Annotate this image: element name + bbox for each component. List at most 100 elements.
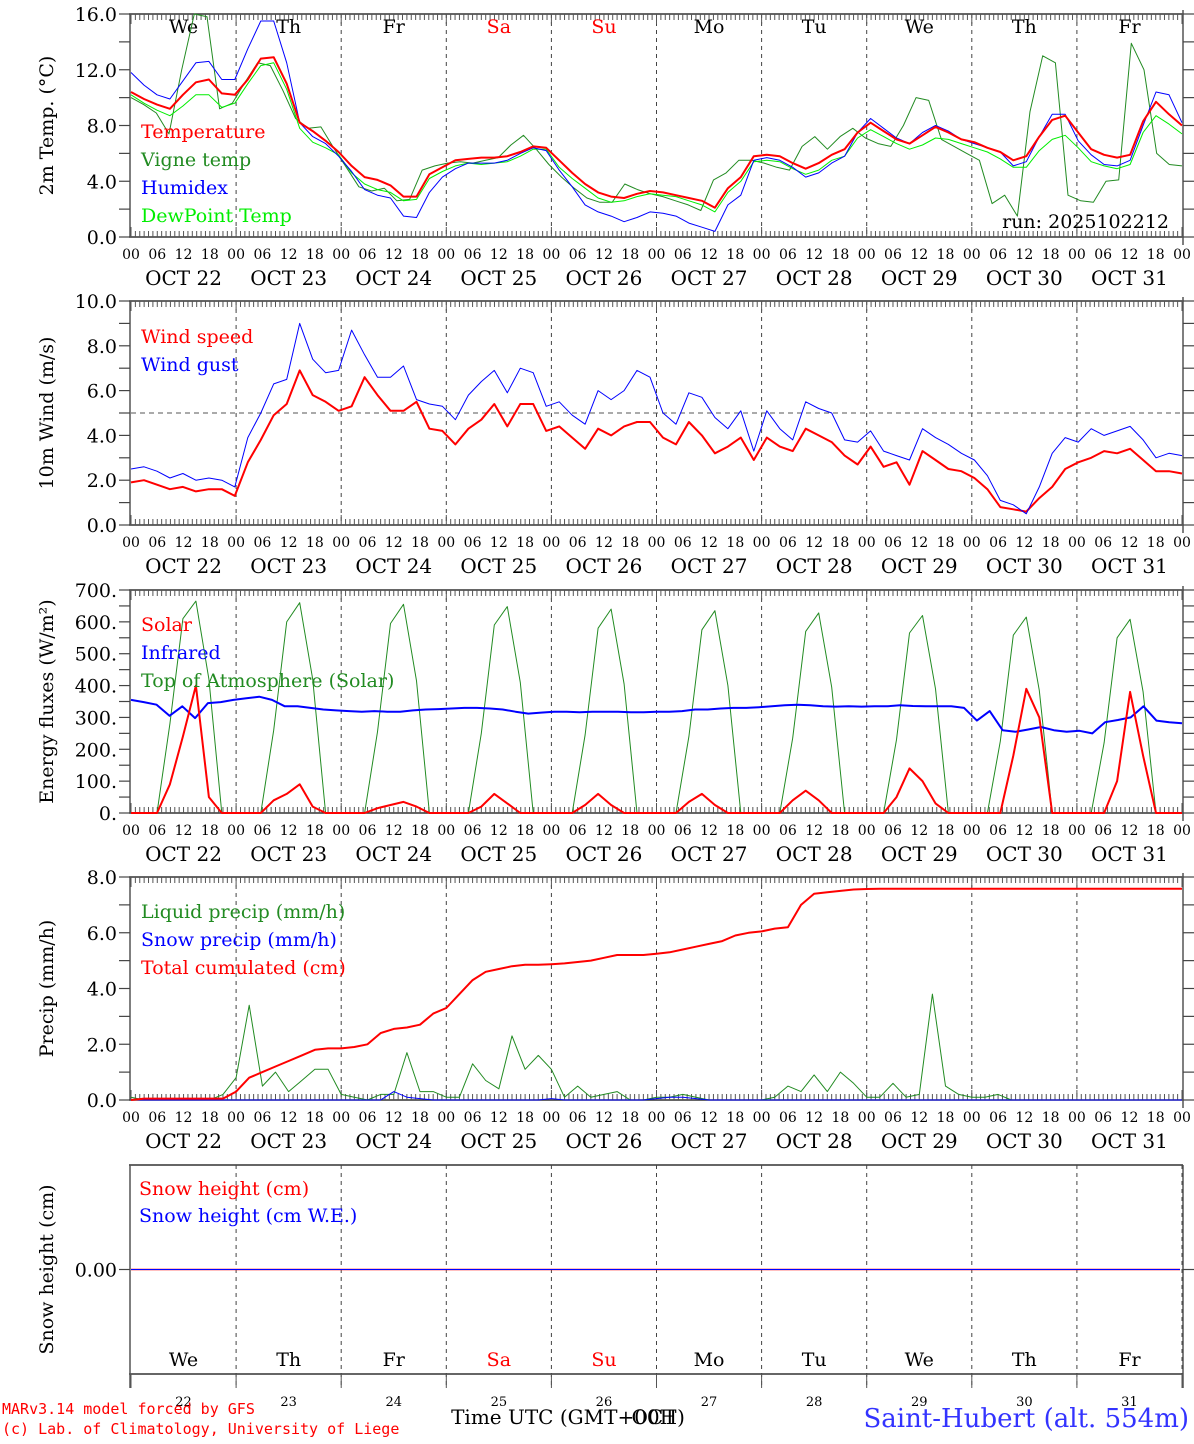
x-hour-tick-label: 00 [753,535,771,551]
y-tick-label: 8.0 [87,116,117,138]
x-hour-tick-label: 12 [595,1110,613,1126]
x-hour-tick-label: 00 [753,1110,771,1126]
y-tick-label: 600. [75,612,117,634]
panel-wind: 00 06 12 18 OCT 22 00 06 12 18 OCT 23 00 06 12 18 OCT … [36,291,1194,578]
x-hour-tick-label: 06 [989,823,1007,839]
y-tick-label: 8.0 [87,336,117,358]
x-date-label: OCT 25 [460,842,537,866]
day-label: Mo [694,1349,725,1371]
x-hour-tick-label: 00 [122,1110,140,1126]
day-label: Sa [487,1349,511,1371]
x-hour-tick-label: 12 [490,535,508,551]
x-hour-tick-label: 18 [726,823,744,839]
x-hour-tick-label: 00 [332,1110,350,1126]
x-date-label: OCT 25 [460,266,537,290]
x-hour-tick-label: 18 [411,823,429,839]
x-date-label: OCT 30 [986,554,1063,578]
x-hour-tick-label: 12 [1121,247,1139,263]
x-date-label: OCT 22 [145,1129,222,1153]
x-hour-tick-label: 18 [1147,247,1165,263]
y-tick-label: 300. [75,707,117,729]
series-line-wind-gust [130,322,1183,515]
x-hour-tick-label: 06 [148,1110,166,1126]
x-hour-tick-label: 00 [542,535,560,551]
day-label: Fr [383,1349,406,1371]
x-hour-tick-label: 00 [1068,247,1086,263]
x-hour-tick-label: 18 [411,535,429,551]
x-date-label: OCT 24 [355,1129,432,1153]
x-hour-tick-label: 00 [227,535,245,551]
x-hour-tick-label: 12 [910,247,928,263]
x-hour-tick-label: 00 [648,535,666,551]
x-hour-tick-label: 00 [542,247,560,263]
x-hour-tick-label: 06 [884,247,902,263]
x-hour-tick-label: 12 [805,823,823,839]
x-date-label: OCT 31 [1091,266,1168,290]
x-axis-title-overlay: OCT [631,1405,677,1429]
x-hour-tick-label: 00 [1068,535,1086,551]
y-tick-label: 400. [75,676,117,698]
x-hour-tick-label: 00 [122,823,140,839]
x-hour-tick-label: 12 [700,247,718,263]
x-hour-tick-label: 06 [569,247,587,263]
x-hour-tick-label: 12 [1015,535,1033,551]
x-date-label: OCT 26 [566,842,643,866]
y-tick-label: 200. [75,739,117,761]
legend-entry: Wind speed [141,326,253,348]
x-hour-tick-label: 12 [175,535,193,551]
x-hour-tick-label: 06 [1094,823,1112,839]
day-label: Tu [802,1349,827,1371]
x-hour-tick-label: 00 [963,535,981,551]
x-hour-tick-label: 12 [175,247,193,263]
x-hour-tick-label: 12 [490,823,508,839]
x-hour-tick-label: 06 [253,535,271,551]
x-date-label: OCT 24 [355,266,432,290]
series-line-liquid-precip-mm-h [130,993,1182,1101]
x-hour-tick-label: 12 [805,535,823,551]
series-line-temperature [130,56,1183,209]
x-hour-tick-label: 06 [148,823,166,839]
x-hour-tick-label: 12 [490,1110,508,1126]
x-date-label: OCT 22 [145,842,222,866]
x-date-label: OCT 31 [1091,842,1168,866]
day-label: Su [591,1349,616,1371]
x-hour-tick-label: 18 [411,1110,429,1126]
legend-entry: Snow precip (mm/h) [141,929,337,951]
panel-precip: 00 06 12 18 OCT 22 00 06 12 18 OCT 23 00 06 12 18 OCT … [36,867,1194,1153]
x-hour-tick-label: 06 [989,247,1007,263]
x-hour-tick-label: 06 [359,1110,377,1126]
legend-entry: Top of Atmosphere (Solar) [141,670,394,692]
y-tick-label: 6.0 [87,381,117,403]
y-tick-label: 4.0 [87,171,117,193]
x-hour-tick-label: 06 [253,823,271,839]
x-hour-tick-label: 06 [464,1110,482,1126]
x-hour-tick-label: 18 [306,823,324,839]
legend-entry: Total cumulated (cm) [141,957,346,979]
x-hour-tick-label: 12 [700,535,718,551]
y-tick-label: 700. [75,580,117,602]
x-hour-tick-label: 18 [516,247,534,263]
x-hour-tick-label: 12 [595,247,613,263]
x-hour-tick-label: 18 [621,1110,639,1126]
day-label: Mo [694,16,725,38]
x-hour-tick-label: 00 [858,823,876,839]
x-hour-tick-label: 06 [148,247,166,263]
x-hour-tick-label: 00 [858,1110,876,1126]
x-hour-tick-label: 06 [464,535,482,551]
footer-credit-line: (c) Lab. of Climatology, University of L… [2,1420,399,1438]
x-hour-tick-label: 06 [359,535,377,551]
x-date-label: OCT 25 [460,554,537,578]
y-tick-label: 100. [75,771,117,793]
x-hour-tick-label: 12 [595,535,613,551]
x-hour-tick-label: 00 [437,1110,455,1126]
x-hour-tick-label: 12 [385,1110,403,1126]
x-date-label: OCT 28 [776,554,853,578]
x-hour-tick-label: 00 [542,823,560,839]
x-hour-tick-label: 00 [963,823,981,839]
x-hour-tick-label: 18 [306,247,324,263]
y-tick-label: 4.0 [87,425,117,447]
x-date-label: OCT 31 [1091,554,1168,578]
series-line-total-cumulated-cm [130,887,1182,1101]
x-hour-tick-label: 18 [201,823,219,839]
